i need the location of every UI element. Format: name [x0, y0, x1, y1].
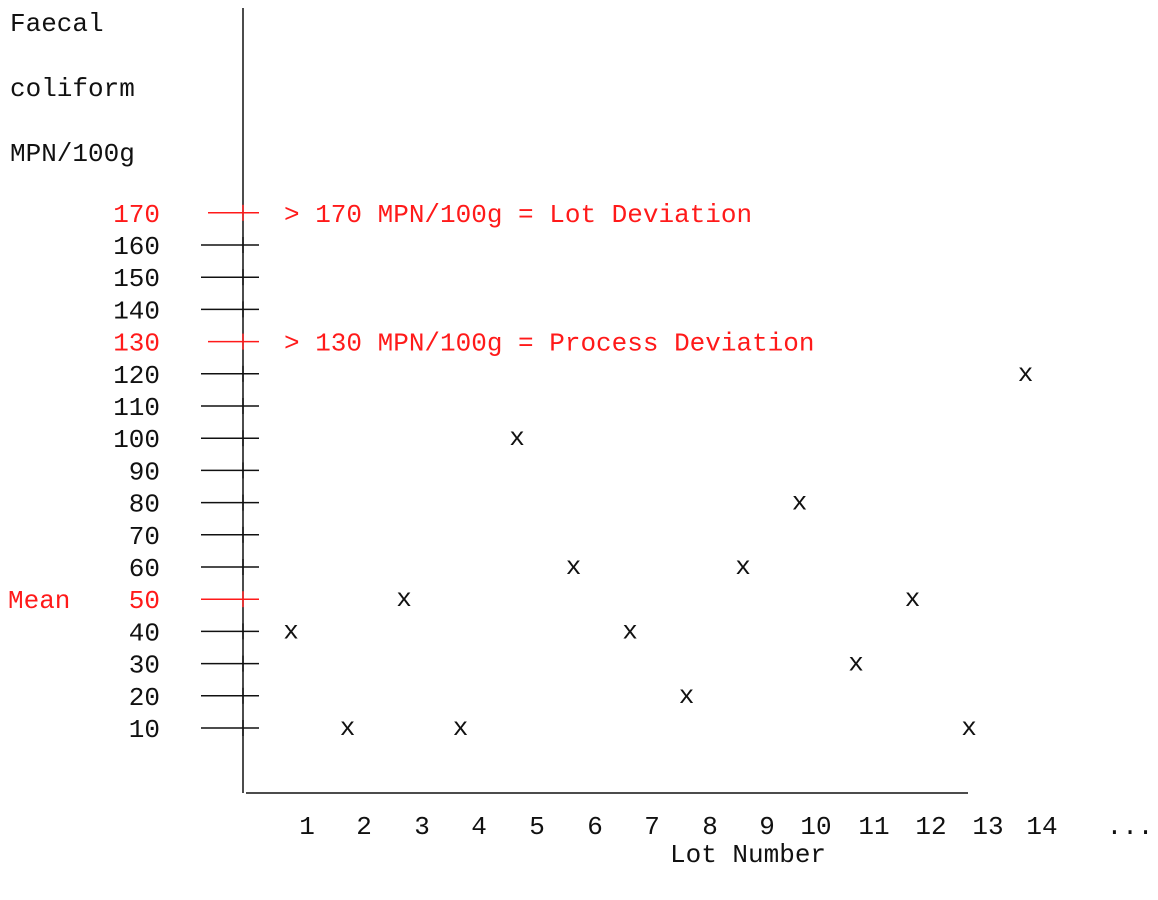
x-tick-label: 10 — [800, 812, 831, 842]
x-tick-label: 14 — [1026, 812, 1057, 842]
threshold-label: > 170 MPN/100g = Lot Deviation — [284, 200, 752, 230]
threshold-label: > 130 MPN/100g = Process Deviation — [284, 329, 815, 359]
x-tick-label: 11 — [858, 812, 889, 842]
data-point: x — [961, 713, 977, 743]
data-point: x — [453, 713, 469, 743]
y-tick-label: 40 — [129, 618, 160, 648]
mean-label: Mean — [8, 586, 70, 616]
data-point: x — [792, 488, 808, 518]
x-tick-label: ... — [1107, 812, 1154, 842]
data-point: x — [848, 649, 864, 679]
y-ticks: 1020304050607080901001101201301401501601… — [8, 200, 259, 745]
data-point: x — [679, 681, 695, 711]
x-tick-label: 4 — [471, 812, 487, 842]
y-tick-label: 30 — [129, 651, 160, 681]
y-tick-label: 150 — [113, 264, 160, 294]
x-axis-title: Lot Number — [670, 840, 826, 870]
y-axis-title-line: MPN/100g — [10, 139, 135, 169]
data-point: x — [905, 584, 921, 614]
x-tick-label: 13 — [972, 812, 1003, 842]
y-tick-label: 50 — [129, 586, 160, 616]
y-tick-label: 120 — [113, 361, 160, 391]
data-point: x — [735, 552, 751, 582]
x-tick-label: 8 — [702, 812, 718, 842]
y-tick-label: 70 — [129, 522, 160, 552]
x-tick-label: 12 — [915, 812, 946, 842]
data-point: x — [509, 423, 525, 453]
x-tick-labels: 1 2 3 4 5 6 7 8 9 10 11 12 13 14... — [299, 812, 1153, 842]
y-tick-label: 100 — [113, 425, 160, 455]
y-tick-label: 10 — [129, 715, 160, 745]
y-axis-title-line: Faecal — [10, 9, 104, 39]
x-tick-label: 3 — [414, 812, 430, 842]
data-point: x — [1018, 359, 1034, 389]
data-point: x — [566, 552, 582, 582]
x-tick-label: 7 — [644, 812, 660, 842]
x-tick-label: 9 — [759, 812, 775, 842]
x-tick-label: 1 — [299, 812, 315, 842]
y-tick-label: 20 — [129, 683, 160, 713]
threshold-labels: > 170 MPN/100g = Lot Deviation > 130 MPN/… — [284, 200, 815, 359]
y-tick-label: 140 — [113, 296, 160, 326]
y-tick-label: 80 — [129, 490, 160, 520]
x-tick-label: 6 — [587, 812, 603, 842]
data-point: x — [340, 713, 356, 743]
data-point: x — [622, 616, 638, 646]
y-tick-label: 90 — [129, 457, 160, 487]
data-points: x x x x x x x x x x x x x x — [283, 359, 1033, 743]
x-tick-label: 5 — [529, 812, 545, 842]
x-tick-label: 2 — [356, 812, 372, 842]
y-tick-label: 60 — [129, 554, 160, 584]
y-tick-label: 170 — [113, 200, 160, 230]
y-axis-title-line: coliform — [10, 74, 135, 104]
y-axis-title: Faecal coliform MPN/100g — [10, 9, 135, 169]
data-point: x — [283, 616, 299, 646]
y-tick-label: 110 — [113, 393, 160, 423]
data-point: x — [396, 584, 412, 614]
y-tick-label: 130 — [113, 329, 160, 359]
y-tick-label: 160 — [113, 232, 160, 262]
